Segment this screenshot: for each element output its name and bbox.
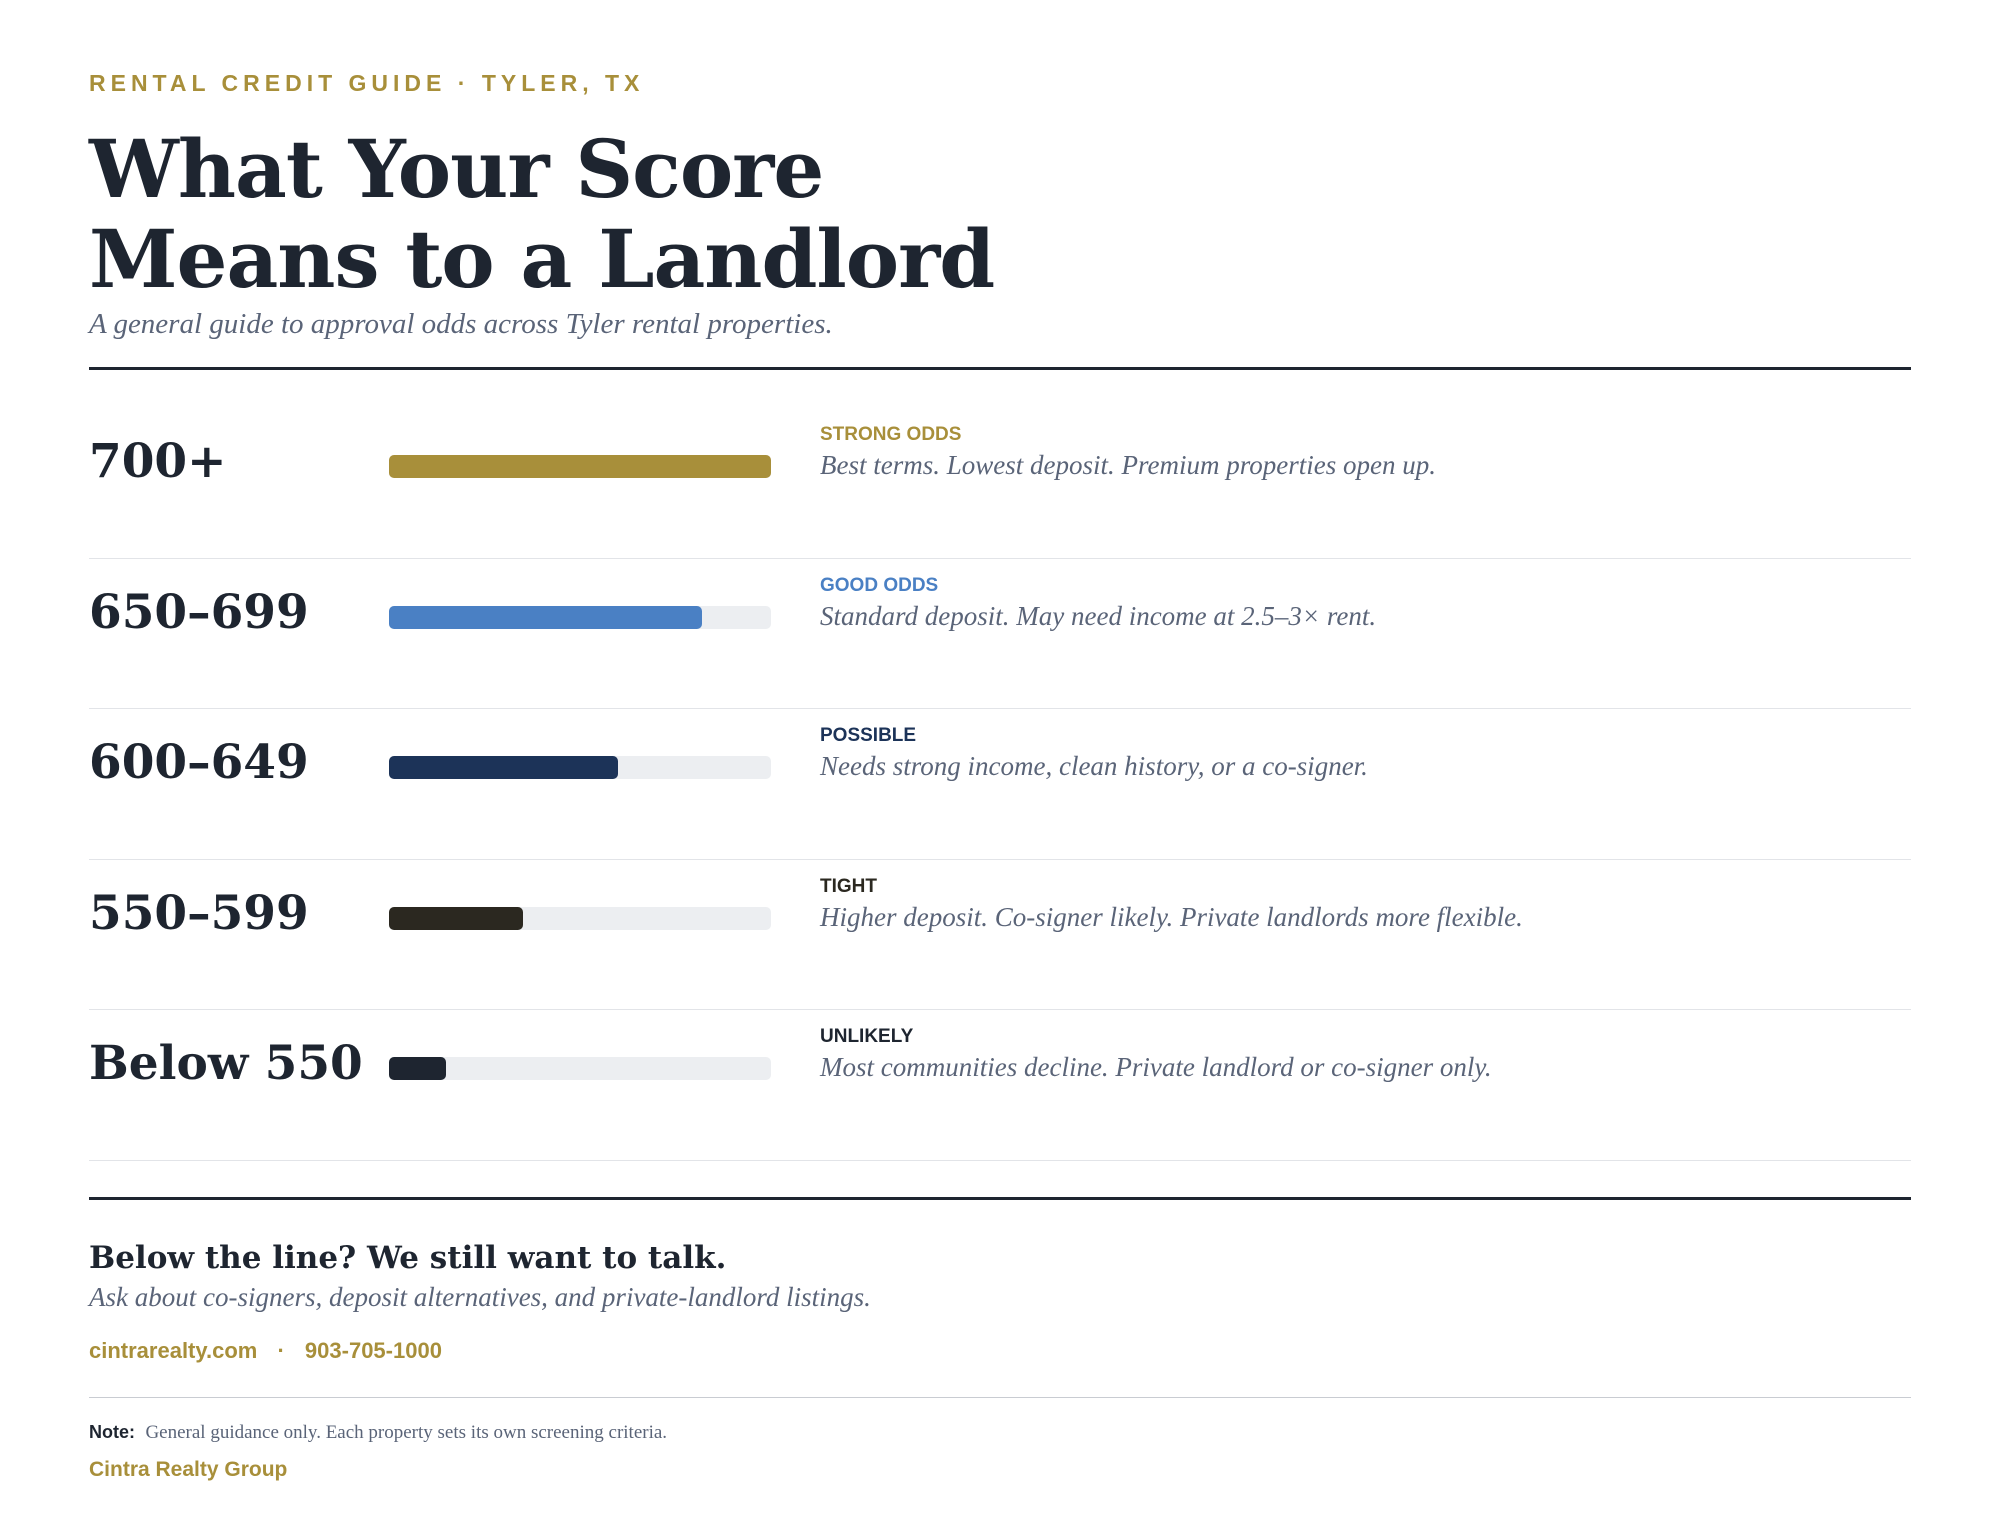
bar [389,756,619,779]
bar-track [389,1057,771,1080]
score: Below 550 [89,1036,363,1091]
odds-label: TIGHT [820,875,877,897]
score: 700+ [89,434,227,489]
bar [389,605,703,629]
bar [389,1057,447,1080]
bar [389,906,523,930]
eyebrow: RENTAL CREDIT GUIDE · TYLER, TX [89,70,645,96]
website[interactable]: cintrarealty.com [89,1338,258,1363]
title-line: Means to a Landlord [89,212,995,306]
row-divider [89,708,1911,709]
odds-description: Needs strong income, clean history, or a… [820,751,1368,781]
odds-description: Best terms. Lowest deposit. Premium prop… [820,450,1436,480]
footer-subheading: Ask about co-signers, deposit alternativ… [89,1282,871,1312]
row-divider [89,858,1911,860]
odds-description: Standard deposit. May need income at 2.5… [820,600,1377,631]
odds-description: Higher deposit. Co-signer likely. Privat… [820,901,1523,932]
footer-heading: Below the line? We still want to talk. [89,1240,727,1276]
odds-label: GOOD ODDS [820,574,939,596]
phone[interactable]: 903-705-1000 [304,1338,442,1363]
title-line: What Your Score [89,122,824,216]
odds-label: UNLIKELY [820,1026,914,1047]
odds-description: Most communities decline. Private landlo… [820,1052,1492,1082]
note-text: General guidance only. Each property set… [145,1422,668,1443]
odds-label: POSSIBLE [820,725,917,746]
brand: Cintra Realty Group [89,1458,288,1481]
row-divider [89,557,1911,559]
divider [89,1397,1911,1398]
odds-label: STRONG ODDS [820,424,962,445]
separator: · [277,1338,285,1363]
note: Note: General guidance only. Each proper… [89,1422,667,1444]
score: 600–649 [89,735,309,790]
bar [389,455,771,478]
row-divider [89,1159,1911,1161]
divider [89,367,1911,370]
divider [89,1197,1911,1200]
subtitle: A general guide to approval odds across … [89,308,833,340]
contact: cintrarealty.com · 903-705-1000 [89,1338,442,1364]
score: 550–599 [89,885,309,941]
row-divider [89,1009,1911,1010]
note-label: Note: [89,1422,135,1442]
score: 650–699 [89,584,309,640]
